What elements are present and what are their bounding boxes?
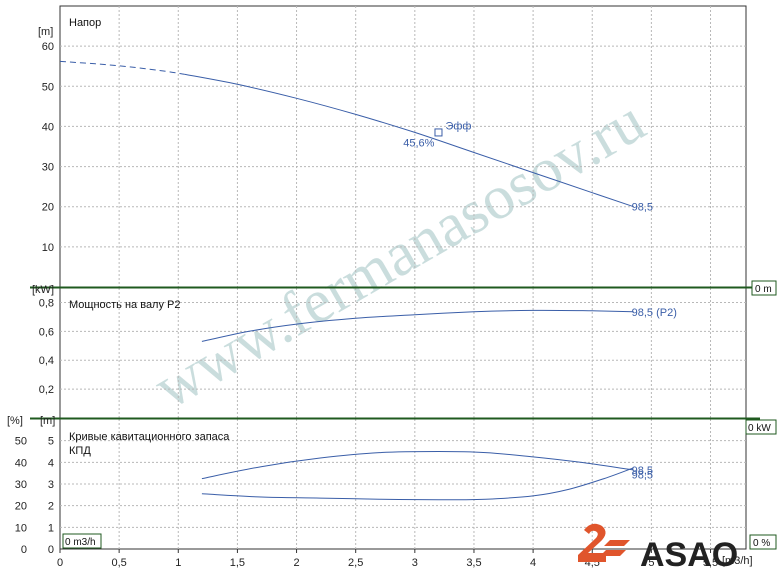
y-tick-label: 30 — [42, 162, 54, 174]
logo-text: ASAO — [640, 536, 738, 572]
y-tick-label: 0,2 — [39, 384, 54, 396]
head-unit-label: [m] — [38, 26, 53, 38]
y-tick-label-percent: 50 — [15, 436, 27, 448]
y-tick-label: 10 — [42, 242, 54, 254]
head-curve-end-label: 98,5 — [632, 202, 653, 214]
power-curve-end-label: 98,5 (P2) — [632, 307, 677, 319]
y-tick-label: 0,4 — [39, 355, 54, 367]
efficiency-curve — [201, 467, 634, 501]
x-tick-label: 1 — [175, 557, 181, 569]
head-curve-dashed — [59, 60, 185, 75]
x-tick-label: 0,5 — [111, 557, 126, 569]
flow-value-box — [62, 533, 102, 549]
npsh-curve-end-label: 98,5 — [632, 465, 653, 477]
logo-stripes-icon — [600, 540, 630, 556]
power-curve — [201, 309, 634, 342]
head-panel-title: Напор — [69, 17, 101, 29]
x-tick-label: 5,5 — [703, 557, 718, 569]
efficiency-value-text: 0 % — [753, 538, 770, 549]
y-tick-label: 60 — [42, 41, 54, 53]
y-tick-label: 50 — [42, 81, 54, 93]
y-tick-label-npsh: 0 — [48, 544, 54, 556]
npsh-curve — [201, 450, 634, 480]
power-unit-label: [kW] — [32, 284, 54, 296]
curves — [59, 60, 634, 501]
y-tick-label-npsh: 4 — [48, 457, 54, 469]
y-tick-label-percent: 10 — [15, 522, 27, 534]
labels: 0 0,5 1 1,5 2 2,5 3 3,5 4 4,5 5 5,51020304050600,20… — [15, 41, 718, 569]
head-curve — [184, 73, 634, 208]
power-value-box — [745, 419, 777, 435]
x-axis-unit-label: [m3/h] — [722, 555, 753, 567]
y-tick-label-npsh: 1 — [48, 522, 54, 534]
grid-lines — [59, 6, 746, 553]
x-tick-label: 1,5 — [230, 557, 245, 569]
x-tick-label: 4 — [530, 557, 536, 569]
y-tick-label-percent: 20 — [15, 501, 27, 513]
efficiency-panel-title: КПД — [69, 445, 91, 457]
x-tick-label: 2 — [293, 557, 299, 569]
y-tick-label-percent: 40 — [15, 457, 27, 469]
y-tick-label-percent: 0 — [21, 544, 27, 556]
y-tick-label-npsh: 5 — [48, 436, 54, 448]
asao-logo: ASAO — [578, 523, 738, 572]
x-tick-label: 3,5 — [466, 557, 481, 569]
y-tick-label-percent: 30 — [15, 479, 27, 491]
efficiency-point-marker — [434, 128, 443, 137]
flow-value-text: 0 m3/h — [65, 537, 96, 548]
x-tick-label: 3 — [412, 557, 418, 569]
npsh-panel-title: Кривые кавитационного запаса — [69, 431, 230, 443]
head-value-box — [751, 280, 777, 296]
y-tick-label: 0,6 — [39, 326, 54, 338]
x-tick-label: 0 — [57, 557, 63, 569]
efficiency-value-label: 45,6% — [403, 137, 434, 149]
efficiency-point-label: Эфф — [445, 120, 471, 132]
logo-mark-icon — [578, 523, 606, 562]
power-panel-title: Мощность на валу P2 — [69, 299, 181, 311]
efficiency-value-box — [749, 534, 777, 550]
efficiency-curve-end-label: 98,5 — [632, 469, 653, 481]
y-tick-label: 40 — [42, 121, 54, 133]
watermark-text: www.fermanasosov.ru — [143, 87, 656, 423]
npsh-unit-label: [m] — [40, 415, 55, 427]
head-value-text: 0 m — [755, 284, 772, 295]
y-tick-label-npsh: 2 — [48, 501, 54, 513]
percent-unit-label: [%] — [7, 415, 23, 427]
x-tick-label: 2,5 — [348, 557, 363, 569]
y-tick-label: 20 — [42, 202, 54, 214]
x-tick-label: 5 — [648, 557, 654, 569]
y-tick-label-npsh: 3 — [48, 479, 54, 491]
power-value-text: 0 kW — [748, 423, 771, 434]
y-tick-label: 0,8 — [39, 297, 54, 309]
